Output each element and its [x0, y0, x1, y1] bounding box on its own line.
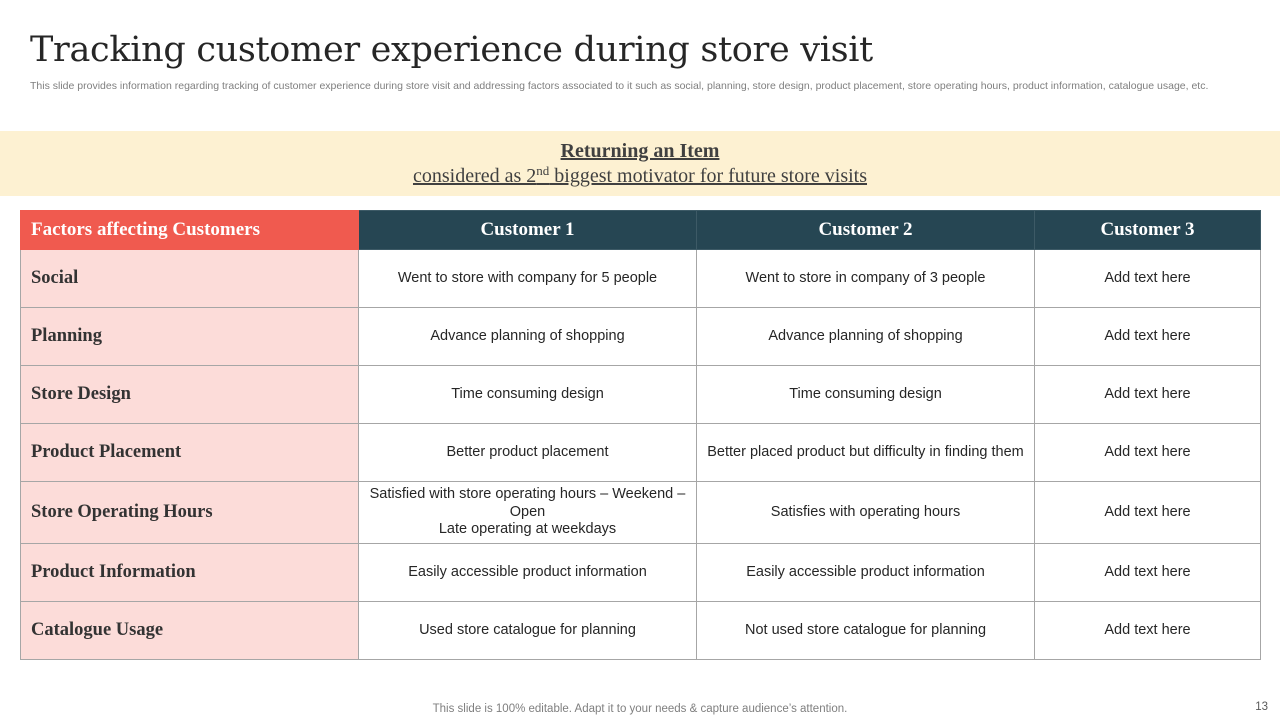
customer-1-cell: Used store catalogue for planning: [358, 601, 697, 660]
factor-cell: Store Operating Hours: [20, 481, 359, 544]
factor-cell: Product Placement: [20, 423, 359, 482]
customer-1-cell: Better product placement: [358, 423, 697, 482]
factor-cell: Planning: [20, 307, 359, 366]
table-row: Store Design Time consuming design Time …: [20, 365, 1261, 424]
table-row: Store Operating Hours Satisfied with sto…: [20, 481, 1261, 544]
header-factors: Factors affecting Customers: [20, 210, 359, 250]
customer-3-cell: Add text here: [1034, 249, 1261, 308]
factor-cell: Store Design: [20, 365, 359, 424]
factor-cell: Product Information: [20, 543, 359, 602]
slide-subtitle: This slide provides information regardin…: [30, 80, 1209, 92]
customer-2-cell: Time consuming design: [696, 365, 1035, 424]
header-customer-3: Customer 3: [1034, 210, 1261, 250]
customer-1-cell: Advance planning of shopping: [358, 307, 697, 366]
table-row: Product Placement Better product placeme…: [20, 423, 1261, 482]
customer-2-cell: Advance planning of shopping: [696, 307, 1035, 366]
customer-3-cell: Add text here: [1034, 601, 1261, 660]
customer-2-cell: Went to store in company of 3 people: [696, 249, 1035, 308]
highlight-banner: Returning an Item considered as 2nd bigg…: [0, 131, 1280, 196]
customer-2-cell: Not used store catalogue for planning: [696, 601, 1035, 660]
customer-1-cell: Satisfied with store operating hours – W…: [358, 481, 697, 544]
table-row: Product Information Easily accessible pr…: [20, 543, 1261, 602]
slide-footer: This slide is 100% editable. Adapt it to…: [432, 703, 848, 715]
header-customer-2: Customer 2: [696, 210, 1035, 250]
factor-cell: Catalogue Usage: [20, 601, 359, 660]
banner-heading: Returning an Item: [560, 140, 720, 162]
factor-cell: Social: [20, 249, 359, 308]
table-row: Planning Advance planning of shopping Ad…: [20, 307, 1261, 366]
customer-experience-table: Factors affecting Customers Customer 1 C…: [20, 210, 1261, 660]
customer-1-cell: Easily accessible product information: [358, 543, 697, 602]
customer-2-cell: Satisfies with operating hours: [696, 481, 1035, 544]
customer-3-cell: Add text here: [1034, 481, 1261, 544]
table-row: Catalogue Usage Used store catalogue for…: [20, 601, 1261, 660]
customer-3-cell: Add text here: [1034, 423, 1261, 482]
customer-1-cell: Time consuming design: [358, 365, 697, 424]
customer-3-cell: Add text here: [1034, 365, 1261, 424]
page-number: 13: [1255, 701, 1268, 713]
customer-3-cell: Add text here: [1034, 543, 1261, 602]
banner-subline: considered as 2nd biggest motivator for …: [0, 163, 1280, 189]
customer-1-cell: Went to store with company for 5 people: [358, 249, 697, 308]
customer-2-cell: Better placed product but difficulty in …: [696, 423, 1035, 482]
slide-title: Tracking customer experience during stor…: [30, 30, 873, 70]
table-header-row: Factors affecting Customers Customer 1 C…: [20, 210, 1261, 250]
banner-subline-superscript: nd: [536, 163, 550, 178]
customer-2-cell: Easily accessible product information: [696, 543, 1035, 602]
banner-subline-suffix: biggest motivator for future store visit…: [549, 165, 868, 187]
customer-3-cell: Add text here: [1034, 307, 1261, 366]
header-customer-1: Customer 1: [358, 210, 697, 250]
table-row: Social Went to store with company for 5 …: [20, 249, 1261, 308]
banner-subline-prefix: considered as 2: [412, 165, 537, 187]
